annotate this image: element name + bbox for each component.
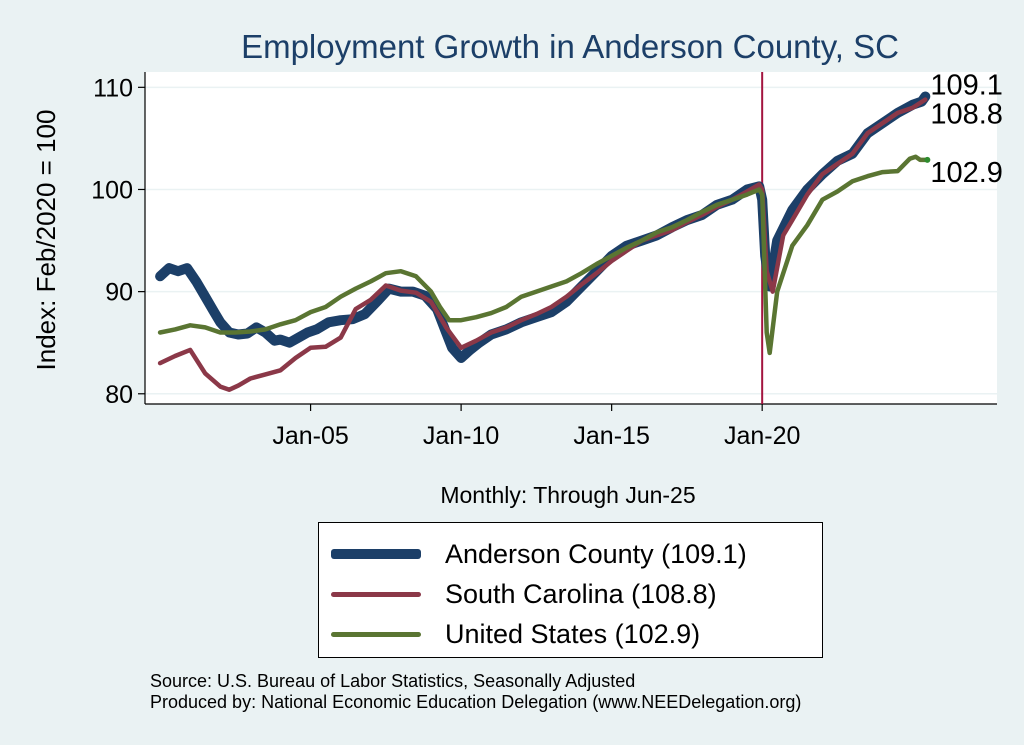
legend-item-anderson: Anderson County (109.1) xyxy=(331,539,747,569)
plot-area xyxy=(145,72,997,404)
y-tick-label-110: 110 xyxy=(93,74,133,102)
end-label-south-carolina: 108.8 xyxy=(930,99,1003,131)
end-label-anderson: 109.1 xyxy=(930,70,1003,102)
end-label-united-states: 102.9 xyxy=(930,157,1003,189)
legend-label-south-carolina: South Carolina (108.8) xyxy=(445,578,717,609)
y-tick-label-100: 100 xyxy=(91,176,133,204)
series-line-south-carolina xyxy=(157,97,928,392)
legend-item-united-states: United States (102.9) xyxy=(331,619,700,649)
y-axis-title: Index: Feb/2020 = 100 xyxy=(31,110,61,371)
legend-swatch-south-carolina xyxy=(331,591,421,597)
source-line: Source: U.S. Bureau of Labor Statistics,… xyxy=(150,671,636,691)
y-tick-label-80: 80 xyxy=(105,381,133,409)
y-tick-label-90: 90 xyxy=(105,279,133,307)
legend-swatch-anderson xyxy=(331,549,421,559)
series-line-united-states xyxy=(157,154,928,356)
legend-swatch-united-states xyxy=(331,631,421,637)
legend-item-south-carolina: South Carolina (108.8) xyxy=(331,579,717,609)
x-tick-label-jan-10: Jan-10 xyxy=(423,422,499,450)
legend-label-united-states: United States (102.9) xyxy=(445,618,701,649)
y-axis: 80 90 100 110 xyxy=(91,74,145,409)
source-note: Source: U.S. Bureau of Labor Statistics,… xyxy=(150,671,801,713)
chart-title: Employment Growth in Anderson County, SC xyxy=(241,28,899,65)
x-tick-label-jan-20: Jan-20 xyxy=(724,422,800,450)
x-tick-label-jan-15: Jan-15 xyxy=(573,422,649,450)
x-tick-label-jan-05: Jan-05 xyxy=(272,422,348,450)
x-axis: Jan-05 Jan-10 Jan-15 Jan-20 xyxy=(272,404,800,450)
legend: Anderson County (109.1) South Carolina (… xyxy=(318,522,823,658)
end-marker-united-states xyxy=(924,156,931,163)
x-axis-title: Monthly: Through Jun-25 xyxy=(440,482,695,508)
legend-label-anderson: Anderson County (109.1) xyxy=(445,538,747,569)
produced-by-line: Produced by: National Economic Education… xyxy=(150,692,802,712)
series-layer xyxy=(155,91,931,392)
